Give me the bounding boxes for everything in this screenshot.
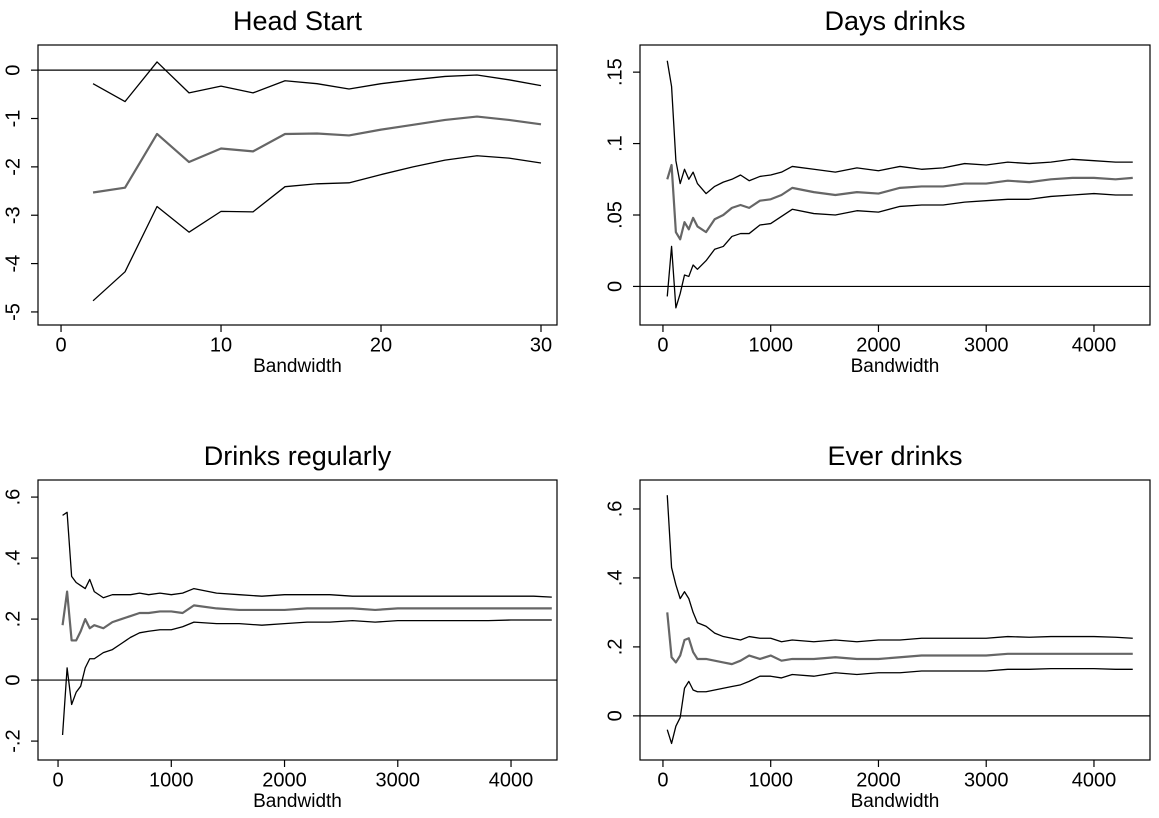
series-line xyxy=(61,590,552,642)
series-line xyxy=(666,60,1133,195)
series-line xyxy=(666,667,1133,745)
x-tick-label: 0 xyxy=(657,334,668,356)
y-tick-label: .2 xyxy=(2,611,24,628)
y-tick-label: -1 xyxy=(2,110,24,128)
y-tick-label: -4 xyxy=(2,255,24,273)
x-tick-label: 1000 xyxy=(748,334,793,356)
x-tick-label: 4000 xyxy=(489,769,534,791)
x-tick-label: 0 xyxy=(52,769,63,791)
chart-title: Head Start xyxy=(233,6,363,36)
x-tick-label: 4000 xyxy=(1072,334,1117,356)
series-line xyxy=(666,495,1133,643)
y-tick-label: .2 xyxy=(604,639,626,656)
x-tick-label: 1000 xyxy=(748,769,793,791)
chart-title: Drinks regularly xyxy=(204,441,392,471)
series-line xyxy=(62,511,552,599)
y-tick-label: .05 xyxy=(604,201,626,229)
y-tick-label: .6 xyxy=(604,501,626,518)
x-axis-label: Bandwidth xyxy=(253,356,342,377)
series-line xyxy=(666,192,1133,309)
series-line xyxy=(92,155,542,302)
x-tick-label: 30 xyxy=(530,334,552,356)
y-tick-label: -3 xyxy=(2,206,24,224)
plot-frame xyxy=(639,479,1151,761)
y-tick-label: .15 xyxy=(604,58,626,86)
chart-title: Ever drinks xyxy=(827,441,962,471)
y-tick-label: 0 xyxy=(2,65,24,76)
y-tick-label: 0 xyxy=(604,710,626,721)
series-line xyxy=(92,61,542,103)
x-tick-label: 0 xyxy=(657,769,668,791)
y-tick-label: -2 xyxy=(2,158,24,176)
y-tick-label: -5 xyxy=(2,303,24,321)
x-tick-label: 3000 xyxy=(964,769,1009,791)
x-tick-label: 3000 xyxy=(964,334,1009,356)
plot-frame xyxy=(37,479,558,761)
x-tick-label: 1000 xyxy=(149,769,194,791)
x-axis-label: Bandwidth xyxy=(851,356,940,377)
y-tick-label: .1 xyxy=(604,135,626,152)
series-line xyxy=(666,612,1133,666)
plot-frame xyxy=(37,44,558,326)
y-tick-label: 0 xyxy=(604,281,626,292)
y-tick-label: .6 xyxy=(2,489,24,506)
y-tick-label: .4 xyxy=(2,550,24,567)
x-tick-label: 2000 xyxy=(856,769,901,791)
x-axis-label: Bandwidth xyxy=(851,791,940,812)
series-line xyxy=(92,115,542,194)
x-tick-label: 3000 xyxy=(376,769,421,791)
y-tick-label: -.2 xyxy=(2,729,24,752)
chart-title: Days drinks xyxy=(824,6,965,36)
x-tick-label: 10 xyxy=(210,334,232,356)
x-tick-label: 0 xyxy=(55,334,66,356)
y-tick-label: .4 xyxy=(604,570,626,587)
series-line xyxy=(61,619,552,736)
x-tick-label: 2000 xyxy=(262,769,307,791)
plot-frame xyxy=(639,44,1151,326)
x-tick-label: 4000 xyxy=(1072,769,1117,791)
series-line xyxy=(666,163,1133,241)
y-tick-label: 0 xyxy=(2,675,24,686)
x-tick-label: 2000 xyxy=(856,334,901,356)
x-tick-label: 20 xyxy=(370,334,392,356)
x-axis-label: Bandwidth xyxy=(253,791,342,812)
